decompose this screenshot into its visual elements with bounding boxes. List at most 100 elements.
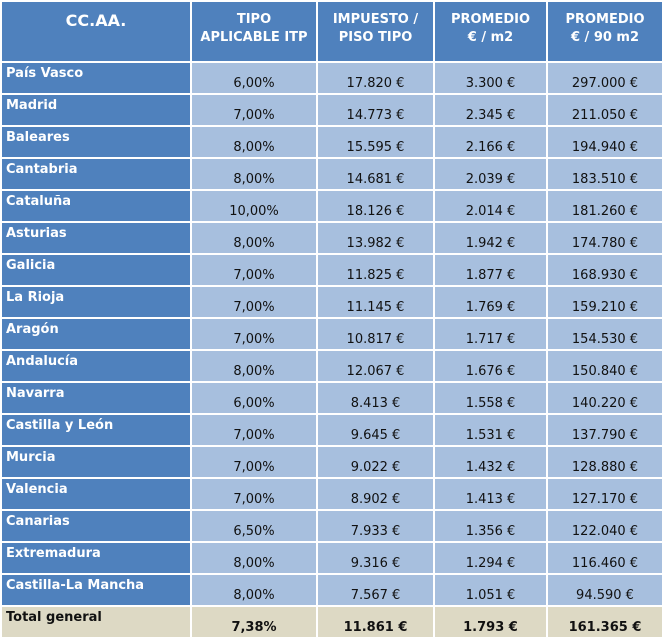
- promedio-90m2-cell: 161.365 €: [546, 605, 662, 639]
- impuesto-cell: 7.933 €: [316, 509, 435, 543]
- tipo-itp-cell: 7,00%: [190, 477, 318, 511]
- promedio-m2-cell: 1.294 €: [433, 541, 548, 575]
- table-row: Baleares 8,00% 15.595 €2.166 €194.940 €: [0, 125, 662, 159]
- impuesto-cell: 13.982 €: [316, 221, 435, 255]
- tipo-itp-cell: 6,00%: [190, 61, 318, 95]
- promedio-m2-cell: 3.300 €: [433, 61, 548, 95]
- promedio-90m2-cell: 128.880 €: [546, 445, 662, 479]
- promedio-90m2-cell: 181.260 €: [546, 189, 662, 223]
- promedio-90m2-cell: 137.790 €: [546, 413, 662, 447]
- table-row: Navarra 6,00% 8.413 €1.558 €140.220 €: [0, 381, 662, 415]
- table-row: Castilla-La Mancha 8,00% 7.567 €1.051 €94.…: [0, 573, 662, 607]
- region-name-cell: Castilla y León: [0, 413, 192, 447]
- table-row: Canarias 6,50% 7.933 €1.356 €122.040 €: [0, 509, 662, 543]
- promedio-m2-cell: 1.942 €: [433, 221, 548, 255]
- tipo-itp-cell: 7,00%: [190, 317, 318, 351]
- promedio-m2-cell: 1.877 €: [433, 253, 548, 287]
- impuesto-cell: 8.413 €: [316, 381, 435, 415]
- table-row: Cataluña 10,00% 18.126 €2.014 €181.260 €: [0, 189, 662, 223]
- impuesto-cell: 8.902 €: [316, 477, 435, 511]
- header-row: CC.AA. TIPO APLICABLE ITP IMPUESTO / PIS…: [0, 0, 662, 63]
- promedio-m2-cell: 1.051 €: [433, 573, 548, 607]
- header-promedio-90m2: PROMEDIO € / 90 m2: [546, 0, 662, 63]
- promedio-90m2-cell: 159.210 €: [546, 285, 662, 319]
- table-row: Aragón 7,00% 10.817 €1.717 €154.530 €: [0, 317, 662, 351]
- header-impuesto: IMPUESTO / PISO TIPO: [316, 0, 435, 63]
- promedio-90m2-cell: 297.000 €: [546, 61, 662, 95]
- impuesto-cell: 15.595 €: [316, 125, 435, 159]
- promedio-m2-cell: 2.014 €: [433, 189, 548, 223]
- promedio-90m2-cell: 194.940 €: [546, 125, 662, 159]
- impuesto-cell: 10.817 €: [316, 317, 435, 351]
- table-row: Murcia 7,00% 9.022 €1.432 €128.880 €: [0, 445, 662, 479]
- region-name-cell: Aragón: [0, 317, 192, 351]
- region-name-cell: Murcia: [0, 445, 192, 479]
- promedio-90m2-cell: 168.930 €: [546, 253, 662, 287]
- promedio-90m2-cell: 174.780 €: [546, 221, 662, 255]
- tipo-itp-cell: 7,00%: [190, 285, 318, 319]
- promedio-m2-cell: 1.676 €: [433, 349, 548, 383]
- region-name-cell: Asturias: [0, 221, 192, 255]
- tipo-itp-cell: 8,00%: [190, 573, 318, 607]
- promedio-90m2-cell: 154.530 €: [546, 317, 662, 351]
- total-row: Total general 7,38% 11.861 €1.793 €161.365…: [0, 605, 662, 639]
- impuesto-cell: 18.126 €: [316, 189, 435, 223]
- promedio-m2-cell: 1.717 €: [433, 317, 548, 351]
- region-name-cell: La Rioja: [0, 285, 192, 319]
- promedio-90m2-cell: 211.050 €: [546, 93, 662, 127]
- region-name-cell: Castilla-La Mancha: [0, 573, 192, 607]
- region-name-cell: País Vasco: [0, 61, 192, 95]
- tipo-itp-cell: 8,00%: [190, 157, 318, 191]
- promedio-90m2-cell: 94.590 €: [546, 573, 662, 607]
- table-row: Madrid 7,00% 14.773 €2.345 €211.050 €: [0, 93, 662, 127]
- promedio-m2-cell: 1.432 €: [433, 445, 548, 479]
- table-row: Castilla y León 7,00% 9.645 €1.531 €137.79…: [0, 413, 662, 447]
- promedio-m2-cell: 2.039 €: [433, 157, 548, 191]
- promedio-m2-cell: 2.166 €: [433, 125, 548, 159]
- table-row: Asturias 8,00% 13.982 €1.942 €174.780 €: [0, 221, 662, 255]
- tipo-itp-cell: 7,00%: [190, 445, 318, 479]
- tipo-itp-cell: 8,00%: [190, 221, 318, 255]
- impuesto-cell: 14.773 €: [316, 93, 435, 127]
- promedio-90m2-cell: 183.510 €: [546, 157, 662, 191]
- impuesto-cell: 12.067 €: [316, 349, 435, 383]
- promedio-90m2-cell: 150.840 €: [546, 349, 662, 383]
- region-name-cell: Cataluña: [0, 189, 192, 223]
- region-name-cell: Madrid: [0, 93, 192, 127]
- header-ccaa: CC.AA.: [0, 0, 192, 63]
- tipo-itp-cell: 8,00%: [190, 541, 318, 575]
- header-promedio-m2: PROMEDIO € / m2: [433, 0, 548, 63]
- tipo-itp-cell: 8,00%: [190, 125, 318, 159]
- promedio-m2-cell: 1.558 €: [433, 381, 548, 415]
- impuesto-cell: 11.825 €: [316, 253, 435, 287]
- table-row: Extremadura 8,00% 9.316 €1.294 €116.460 €: [0, 541, 662, 575]
- impuesto-cell: 7.567 €: [316, 573, 435, 607]
- region-name-cell: Extremadura: [0, 541, 192, 575]
- promedio-m2-cell: 1.413 €: [433, 477, 548, 511]
- region-name-cell: Total general: [0, 605, 192, 639]
- tipo-itp-cell: 6,00%: [190, 381, 318, 415]
- promedio-m2-cell: 1.531 €: [433, 413, 548, 447]
- tipo-itp-cell: 7,00%: [190, 253, 318, 287]
- table-row: Andalucía 8,00% 12.067 €1.676 €150.840 €: [0, 349, 662, 383]
- table-row: Cantabria 8,00% 14.681 €2.039 €183.510 €: [0, 157, 662, 191]
- impuesto-cell: 14.681 €: [316, 157, 435, 191]
- region-name-cell: Canarias: [0, 509, 192, 543]
- region-name-cell: Andalucía: [0, 349, 192, 383]
- promedio-m2-cell: 1.356 €: [433, 509, 548, 543]
- tipo-itp-cell: 10,00%: [190, 189, 318, 223]
- impuesto-cell: 11.145 €: [316, 285, 435, 319]
- impuesto-cell: 9.645 €: [316, 413, 435, 447]
- tipo-itp-cell: 7,00%: [190, 93, 318, 127]
- region-name-cell: Cantabria: [0, 157, 192, 191]
- promedio-90m2-cell: 122.040 €: [546, 509, 662, 543]
- impuesto-cell: 9.316 €: [316, 541, 435, 575]
- tipo-itp-cell: 8,00%: [190, 349, 318, 383]
- promedio-90m2-cell: 140.220 €: [546, 381, 662, 415]
- region-name-cell: Navarra: [0, 381, 192, 415]
- tipo-itp-cell: 7,38%: [190, 605, 318, 639]
- tipo-itp-cell: 6,50%: [190, 509, 318, 543]
- impuesto-cell: 17.820 €: [316, 61, 435, 95]
- table-row: La Rioja 7,00% 11.145 €1.769 €159.210 €: [0, 285, 662, 319]
